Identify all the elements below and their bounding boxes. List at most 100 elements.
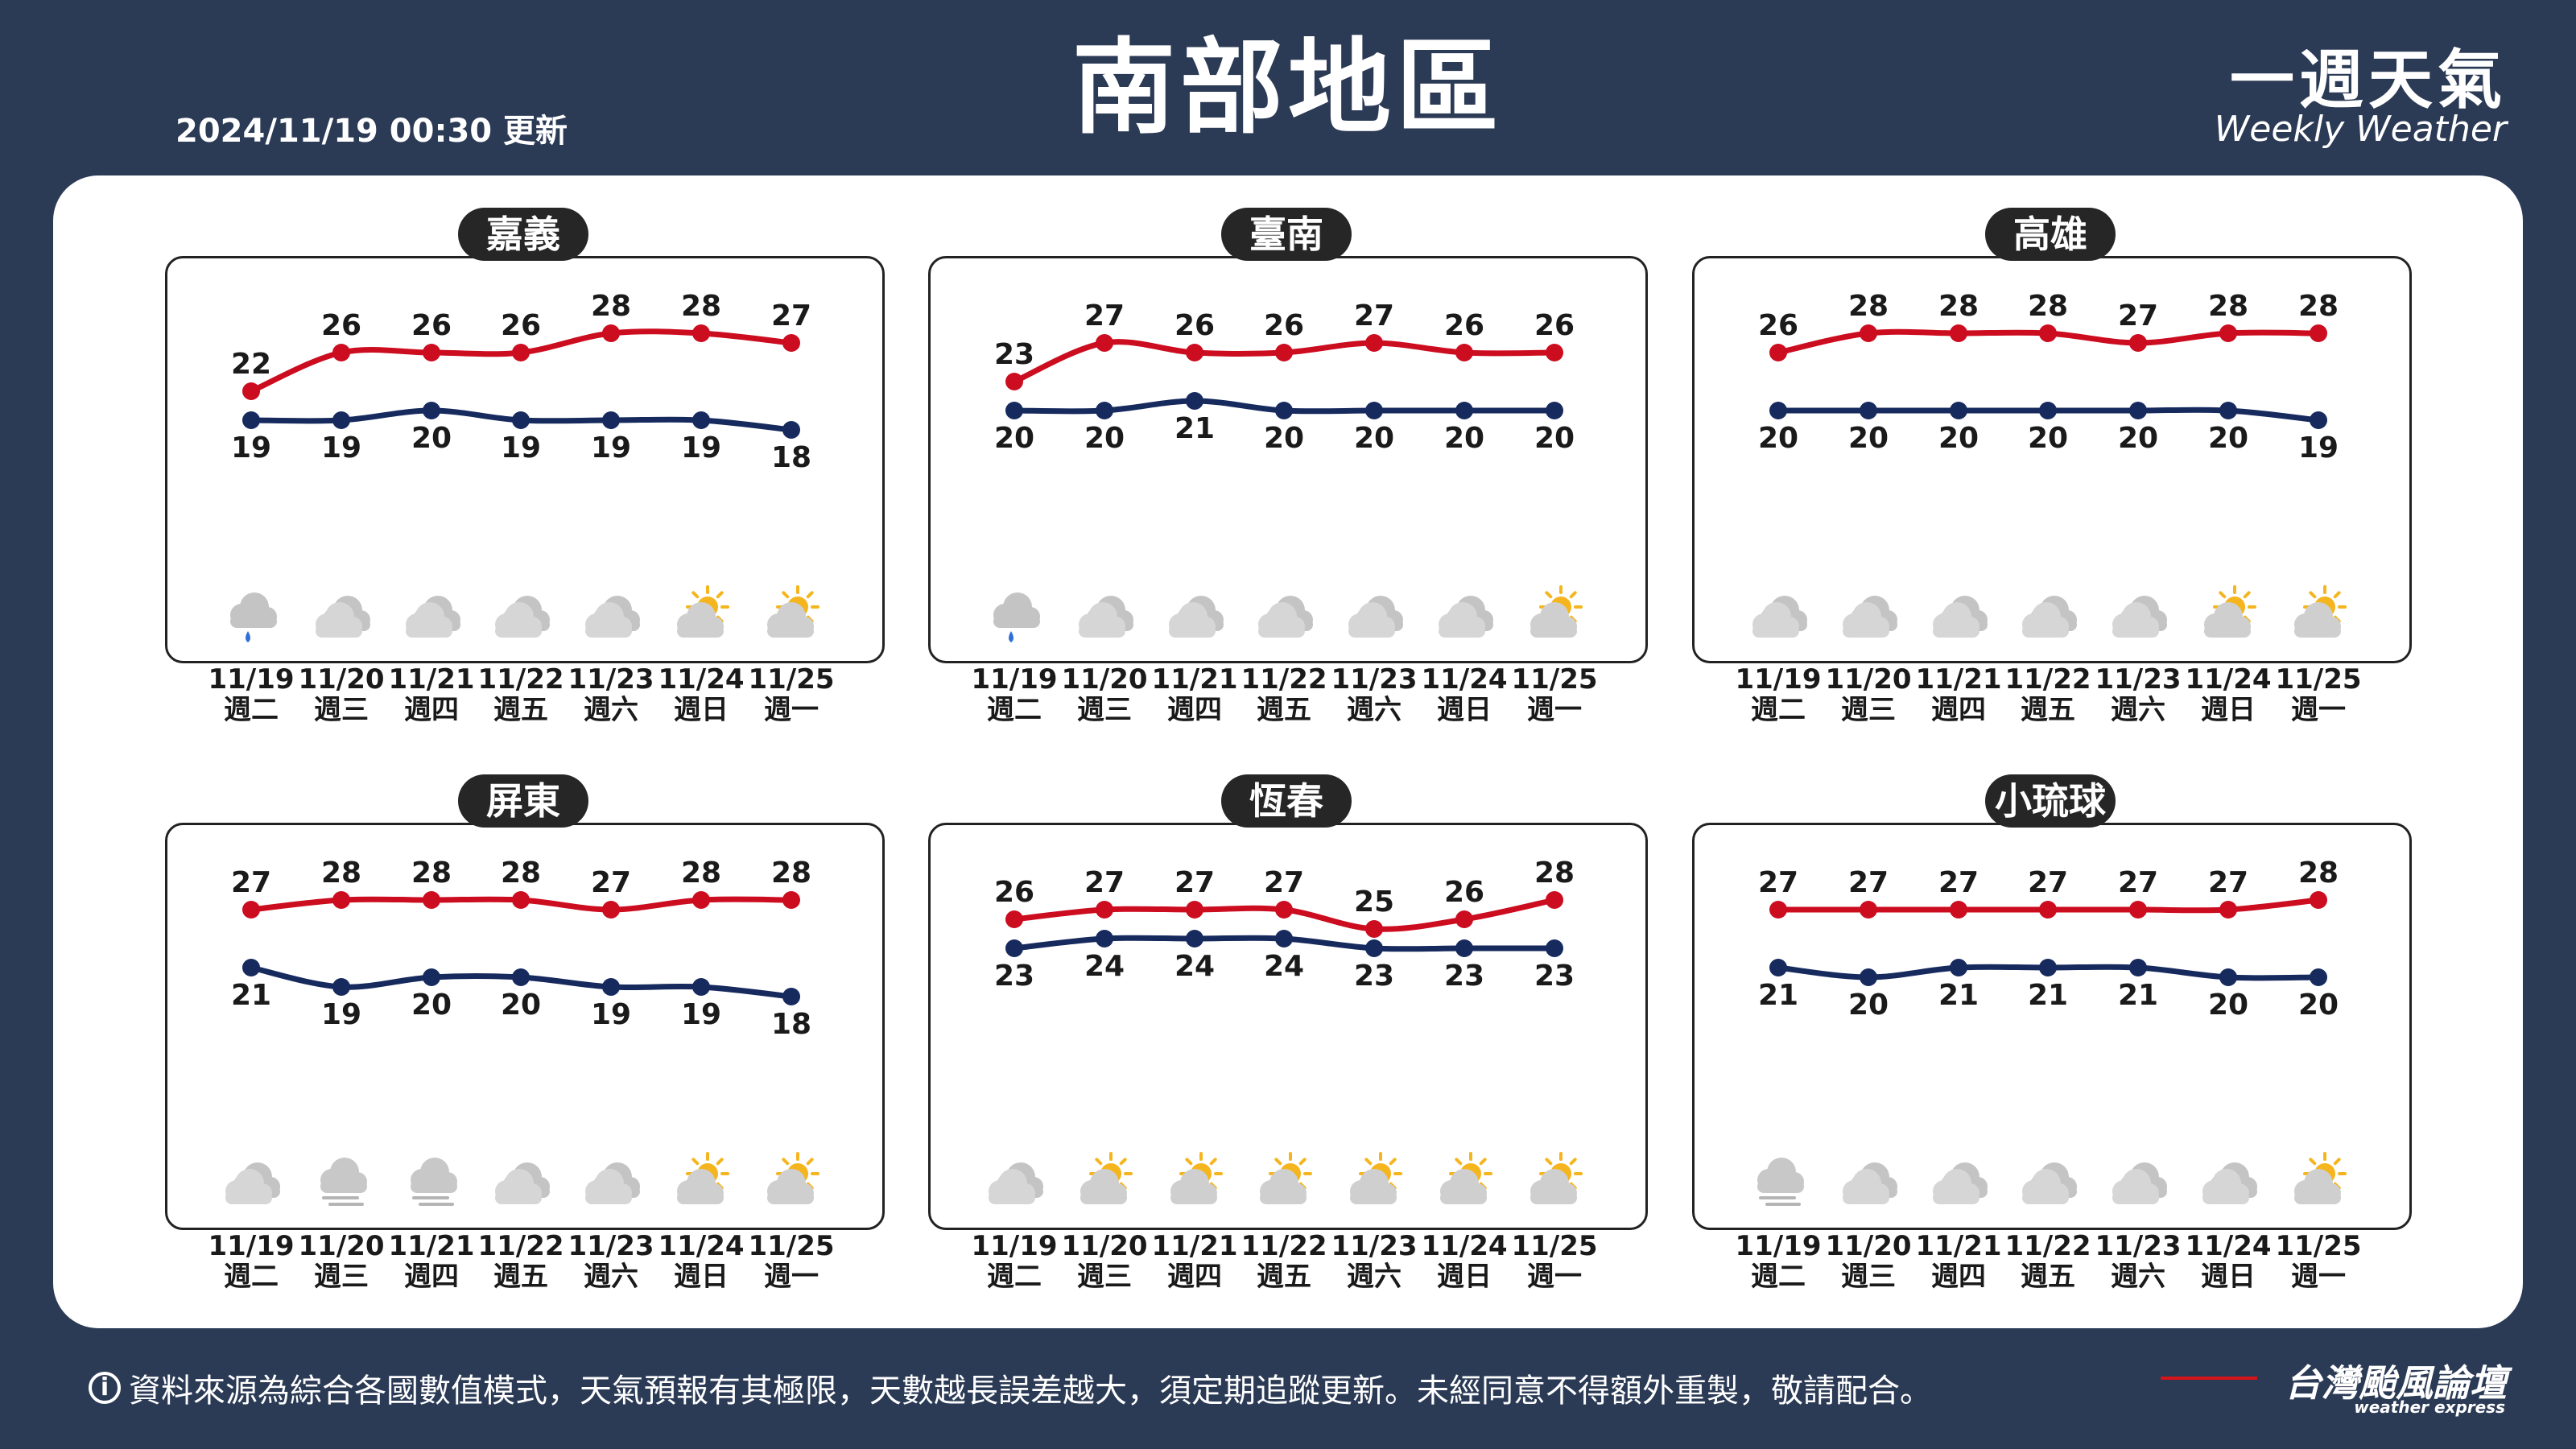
date-text: 11/23 — [568, 663, 654, 696]
date-text: 11/20 — [1061, 1230, 1148, 1262]
high-temp-label: 28 — [1848, 290, 1889, 323]
date-text: 11/22 — [477, 1230, 564, 1262]
date-label: 11/23 週六 — [1322, 1231, 1426, 1292]
cloudy-icon — [2022, 596, 2077, 638]
high-temp-label: 27 — [231, 866, 271, 899]
date-label: 11/23 週六 — [559, 664, 663, 725]
low-temp-label: 21 — [231, 979, 271, 1012]
low-temp-label: 19 — [321, 431, 361, 464]
low-temp-label: 20 — [411, 989, 452, 1022]
low-temp-label: 24 — [1264, 950, 1304, 983]
low-temp-label: 19 — [231, 431, 271, 464]
weekday-text: 週六 — [2111, 694, 2165, 726]
high-temp-label: 26 — [321, 309, 361, 342]
temperature-chart: 26 28 28 28 27 28 28 20 20 20 20 20 20 19 — [1752, 290, 2347, 638]
weekday-text: 週四 — [1167, 694, 1222, 726]
cloudy-icon — [2112, 1162, 2167, 1204]
high-temp-label: 27 — [2028, 866, 2068, 899]
date-label: 11/24 週日 — [1412, 664, 1517, 725]
date-text: 11/21 — [1151, 663, 1238, 696]
low-temp-label: 23 — [1354, 960, 1394, 993]
cloudy-icon — [1752, 596, 1807, 638]
low-temp-label: 20 — [1938, 422, 1979, 455]
low-temp-label: 20 — [1264, 422, 1304, 455]
weekday-text: 週一 — [1527, 1261, 1582, 1293]
high-temp-label: 27 — [1174, 866, 1215, 899]
cloudy-icon — [585, 1162, 640, 1204]
high-temp-label: 28 — [411, 857, 452, 890]
date-text: 11/20 — [1825, 1230, 1912, 1262]
high-temp-point — [1860, 324, 1877, 342]
weekday-text: 週四 — [1931, 1261, 1986, 1293]
city-card: 嘉義 22 26 26 26 28 28 27 19 19 20 19 19 19 18 11/19 週二 11/… — [165, 185, 890, 725]
date-label: 11/19 週二 — [962, 664, 1067, 725]
date-text: 11/25 — [2275, 663, 2362, 696]
date-label: 11/24 週日 — [2176, 1231, 2281, 1292]
high-temp-label: 27 — [2118, 866, 2158, 899]
weekday-text: 週三 — [1077, 694, 1132, 726]
low-temp-point — [1275, 930, 1293, 947]
cloudy-icon — [1439, 596, 1493, 638]
partly-sunny-icon — [767, 1152, 819, 1204]
date-text: 11/21 — [388, 663, 475, 696]
low-temp-label: 20 — [1444, 422, 1484, 455]
low-temp-point — [1096, 930, 1113, 947]
date-text: 11/23 — [2095, 663, 2182, 696]
weekday-text: 週一 — [1527, 694, 1582, 726]
low-temp-point — [1096, 402, 1113, 419]
low-temp-point — [2129, 402, 2147, 419]
high-temp-label: 28 — [2028, 290, 2068, 323]
cloudy-icon — [495, 1162, 550, 1204]
low-temp-label: 20 — [2298, 989, 2339, 1022]
date-text: 11/22 — [1241, 1230, 1327, 1262]
high-temp-label: 28 — [591, 290, 631, 323]
city-label: 屏東 — [458, 774, 588, 828]
date-text: 11/24 — [2185, 1230, 2272, 1262]
low-temp-label: 21 — [2118, 979, 2158, 1012]
high-temp-label: 25 — [1354, 886, 1394, 919]
date-label: 11/21 週四 — [379, 1231, 484, 1292]
weekday-text: 週三 — [1077, 1261, 1132, 1293]
city-label: 臺南 — [1221, 208, 1352, 261]
high-temp-label: 23 — [994, 338, 1034, 371]
low-temp-point — [1186, 392, 1203, 410]
partly-sunny-icon — [1440, 1152, 1492, 1204]
low-temp-point — [1455, 402, 1473, 419]
low-temp-point — [1546, 402, 1563, 419]
date-axis: 11/19 週二 11/20 週三 11/21 週四 11/22 週五 11/23 週六 11/24… — [165, 664, 890, 729]
partly-sunny-icon — [677, 1152, 729, 1204]
cloudy-icon — [1843, 596, 1897, 638]
high-temp-label: 27 — [1938, 866, 1979, 899]
fog-icon — [1757, 1158, 1804, 1206]
high-temp-label: 26 — [1174, 309, 1215, 342]
low-temp-point — [242, 411, 260, 429]
high-temp-point — [1950, 901, 1967, 919]
low-temp-point — [602, 411, 620, 429]
weekday-text: 週一 — [764, 694, 819, 726]
date-axis: 11/19 週二 11/20 週三 11/21 週四 11/22 週五 11/23 週六 11/24… — [1692, 1231, 2417, 1295]
low-temp-label: 20 — [1848, 422, 1889, 455]
high-temp-point — [1186, 901, 1203, 919]
temperature-chart: 27 28 28 28 27 28 28 21 19 20 20 19 19 18 — [225, 857, 819, 1206]
date-label: 11/22 週五 — [1996, 1231, 2100, 1292]
date-text: 11/22 — [1241, 663, 1327, 696]
weekday-text: 週三 — [314, 694, 369, 726]
high-temp-label: 28 — [2298, 857, 2339, 890]
high-temp-point — [2039, 324, 2057, 342]
low-temp-label: 20 — [1758, 422, 1798, 455]
date-text: 11/19 — [1735, 663, 1822, 696]
low-temp-label: 19 — [681, 431, 721, 464]
date-label: 11/22 週五 — [1232, 664, 1336, 725]
weekday-text: 週五 — [1257, 694, 1311, 726]
cloudy-icon — [495, 596, 550, 638]
low-temp-label: 24 — [1084, 950, 1125, 983]
cloudy-icon — [225, 1162, 280, 1204]
date-label: 11/24 週日 — [649, 1231, 753, 1292]
date-axis: 11/19 週二 11/20 週三 11/21 週四 11/22 週五 11/23 週六 11/24… — [928, 664, 1653, 729]
date-label: 11/21 週四 — [1142, 1231, 1247, 1292]
low-temp-label: 23 — [1444, 960, 1484, 993]
weekday-text: 週一 — [2291, 694, 2346, 726]
high-temp-label: 28 — [501, 857, 541, 890]
weekday-text: 週二 — [224, 1261, 279, 1293]
date-text: 11/23 — [568, 1230, 654, 1262]
